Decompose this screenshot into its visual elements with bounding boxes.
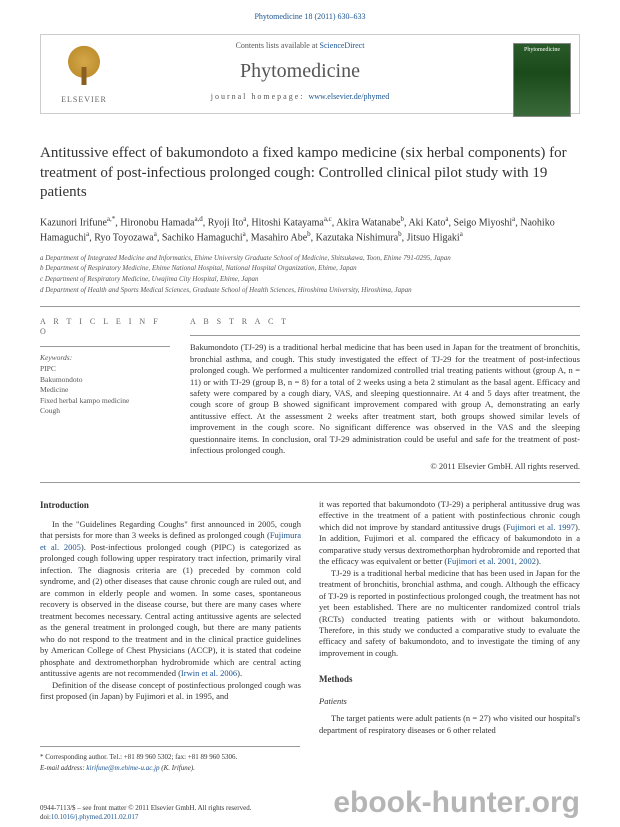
homepage-prefix: journal homepage: [211, 92, 309, 101]
article-title: Antitussive effect of bakumondoto a fixe… [40, 144, 580, 203]
email-line: E-mail address: kirifune@m.ehime-u.ac.jp… [40, 764, 300, 773]
affiliation: d Department of Health and Sports Medica… [40, 286, 580, 296]
body-paragraph: it was reported that bakumondoto (TJ-29)… [319, 499, 580, 568]
article-info-label: A R T I C L E I N F O [40, 317, 170, 338]
patients-subheading: Patients [319, 696, 580, 707]
elsevier-logo: ELSEVIER [49, 43, 119, 107]
body-paragraph: The target patients were adult patients … [319, 713, 580, 736]
keywords-label: Keywords: [40, 353, 170, 363]
divider [40, 346, 170, 347]
doi-prefix: doi: [40, 813, 51, 821]
doi-block: 0944-7113/$ – see front matter © 2011 El… [40, 804, 251, 822]
authors-list: Kazunori Irifunea,*, Hironobu Hamadaa,d,… [40, 215, 580, 246]
homepage-line: journal homepage: www.elsevier.de/phymed [131, 92, 469, 102]
affiliation: c Department of Respiratory Medicine, Uw… [40, 275, 580, 285]
watermark: ebook-hunter.org [333, 783, 580, 822]
keyword: Medicine [40, 385, 170, 396]
contents-prefix: Contents lists available at [236, 41, 320, 50]
body-columns: Introduction In the "Guidelines Regardin… [40, 499, 580, 736]
abstract-column: A B S T R A C T Bakumondoto (TJ-29) is a… [190, 317, 580, 472]
body-paragraph: TJ-29 is a traditional herbal medicine t… [319, 568, 580, 660]
right-column: it was reported that bakumondoto (TJ-29)… [319, 499, 580, 736]
running-header: Phytomedicine 18 (2011) 630–633 [0, 0, 620, 26]
affiliation: b Department of Respiratory Medicine, Eh… [40, 264, 580, 274]
affiliations-list: a Department of Integrated Medicine and … [40, 254, 580, 296]
email-label: E-mail address: [40, 764, 86, 772]
body-paragraph: In the "Guidelines Regarding Coughs" fir… [40, 519, 301, 680]
contents-available-line: Contents lists available at ScienceDirec… [131, 41, 469, 51]
introduction-heading: Introduction [40, 499, 301, 511]
divider [40, 306, 580, 307]
body-paragraph: Definition of the disease concept of pos… [40, 680, 301, 703]
abstract-copyright: © 2011 Elsevier GmbH. All rights reserve… [190, 461, 580, 472]
cover-title: Phytomedicine [524, 47, 560, 53]
sciencedirect-link[interactable]: ScienceDirect [320, 41, 365, 50]
keyword: PIPC [40, 364, 170, 375]
email-suffix: (K. Irifune). [160, 764, 195, 772]
abstract-label: A B S T R A C T [190, 317, 580, 327]
left-column: Introduction In the "Guidelines Regardin… [40, 499, 301, 736]
elsevier-label: ELSEVIER [61, 95, 107, 105]
keyword: Bakumondoto [40, 375, 170, 386]
divider [190, 335, 580, 336]
homepage-link[interactable]: www.elsevier.de/phymed [308, 92, 389, 101]
journal-masthead: ELSEVIER Phytomedicine Contents lists av… [40, 34, 580, 114]
methods-heading: Methods [319, 673, 580, 685]
journal-name: Phytomedicine [131, 58, 469, 84]
citation-link[interactable]: Irwin et al. 2006 [181, 668, 237, 678]
doi-link[interactable]: 10.1016/j.phymed.2011.02.017 [51, 813, 138, 821]
citation-link[interactable]: Fujimori et al. 1997 [506, 522, 575, 532]
keyword: Cough [40, 406, 170, 417]
journal-cover-thumbnail: Phytomedicine [513, 43, 571, 117]
article-info-column: A R T I C L E I N F O Keywords: PIPC Bak… [40, 317, 170, 472]
corresponding-footer: * Corresponding author. Tel.: +81 89 960… [40, 746, 300, 773]
citation-link[interactable]: Fujimori et al. 2001, 2002 [447, 556, 536, 566]
divider [40, 482, 580, 483]
elsevier-tree-icon [60, 45, 108, 93]
abstract-text: Bakumondoto (TJ-29) is a traditional her… [190, 342, 580, 457]
page-bottom-row: 0944-7113/$ – see front matter © 2011 El… [40, 783, 580, 822]
citation-link[interactable]: Phytomedicine 18 (2011) 630–633 [254, 12, 365, 21]
corresponding-author: * Corresponding author. Tel.: +81 89 960… [40, 753, 300, 762]
keyword: Fixed herbal kampo medicine [40, 396, 170, 407]
affiliation: a Department of Integrated Medicine and … [40, 254, 580, 264]
email-link[interactable]: kirifune@m.ehime-u.ac.jp [86, 764, 159, 772]
keywords-list: PIPC Bakumondoto Medicine Fixed herbal k… [40, 364, 170, 417]
issn-line: 0944-7113/$ – see front matter © 2011 El… [40, 804, 251, 813]
